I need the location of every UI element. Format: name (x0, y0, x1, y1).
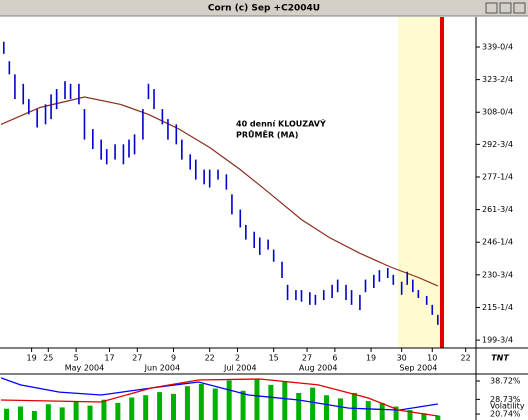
maximize-button[interactable] (499, 2, 512, 14)
y-tick-label: 339-0/4 (482, 42, 513, 51)
volume-bar (282, 381, 288, 420)
x-tick-label: 25 (43, 354, 53, 363)
volume-bar (129, 397, 135, 420)
y-tick-label: 28.73% (490, 395, 521, 404)
y-tick-label: 277-1/4 (482, 172, 513, 181)
x-tick-label: 19 (27, 354, 37, 363)
marker-line (440, 17, 444, 348)
y-tick-label: 38.72% (490, 377, 521, 386)
y-tick-label: 199-3/4 (482, 336, 513, 345)
y-tick-label: 20.74% (490, 410, 521, 419)
volume-bar (393, 406, 399, 420)
chart-title: Corn (c) Sep +C2004U (208, 4, 320, 14)
volume-bar (198, 384, 204, 420)
legend-label: Volatility (490, 402, 525, 411)
volume-bar (4, 408, 10, 420)
x-tick-label: 9 (171, 354, 176, 363)
y-tick-label: 323-2/4 (482, 75, 513, 84)
title-bar (0, 0, 528, 16)
y-tick-label: 261-3/4 (482, 205, 513, 214)
month-label: May 2004 (65, 364, 104, 373)
y-tick-label: 246-1/4 (482, 238, 513, 247)
volume-bar (268, 384, 274, 420)
month-label: Sep 2004 (399, 364, 437, 373)
volume-bar (337, 398, 343, 420)
volume-bar (296, 393, 302, 420)
volume-bar (407, 410, 413, 420)
volume-bar (171, 393, 177, 420)
month-label: Jul 2004 (223, 364, 257, 373)
volume-bar (379, 402, 385, 420)
volume-bar (226, 380, 232, 420)
volume-bar (17, 406, 23, 420)
volume-bar (212, 388, 218, 420)
x-tick-label: 19 (366, 354, 376, 363)
volume-bar (101, 399, 107, 420)
close-button[interactable] (513, 2, 526, 14)
volume-bar (365, 401, 371, 420)
y-tick-label: 308-0/4 (482, 108, 513, 117)
volume-bar (45, 404, 51, 420)
x-tick-label: 22 (461, 354, 471, 363)
window-buttons (485, 2, 526, 14)
minimize-button[interactable] (485, 2, 498, 14)
x-tick-label: 27 (132, 354, 142, 363)
volatility-line (0, 378, 438, 417)
annotation: PRŮMĚR (MA) (236, 129, 298, 140)
volume-bar (435, 415, 441, 420)
y-tick-label: 215-1/4 (482, 303, 513, 312)
month-label: Jun 2004 (144, 364, 180, 373)
x-tick-label: 2 (235, 354, 240, 363)
x-tick-label: 30 (397, 354, 407, 363)
volume-bar (324, 395, 330, 420)
volume-bar (310, 387, 316, 420)
x-tick-label: 22 (205, 354, 215, 363)
logo: TNT (491, 354, 509, 363)
volume-bar (421, 413, 427, 420)
month-label: Aug 2004 (299, 364, 338, 373)
moving-average-line (0, 96, 439, 287)
volume-bar (254, 378, 260, 420)
volume-bar (157, 392, 163, 420)
volume-bar (87, 405, 93, 420)
volume-bar (115, 402, 121, 420)
x-tick-label: 5 (74, 354, 79, 363)
annotation: 40 denní KLOUZAVÝ (236, 118, 326, 129)
x-tick-label: 17 (104, 354, 114, 363)
x-tick-label: 15 (269, 354, 279, 363)
x-tick-label: 6 (332, 354, 337, 363)
volume-bar (73, 402, 79, 420)
y-tick-label: 292-3/4 (482, 140, 513, 149)
volume-bar (143, 395, 149, 420)
volume-bar (184, 386, 190, 420)
volume-bar (351, 393, 357, 420)
volume-bar (59, 407, 65, 420)
volume-bar (31, 411, 37, 420)
x-tick-label: 27 (302, 354, 312, 363)
volatility-line (0, 377, 438, 411)
x-tick-label: 10 (427, 354, 437, 363)
y-tick-label: 230-3/4 (482, 270, 513, 279)
volume-bar (240, 390, 246, 420)
highlight-band (398, 17, 440, 348)
